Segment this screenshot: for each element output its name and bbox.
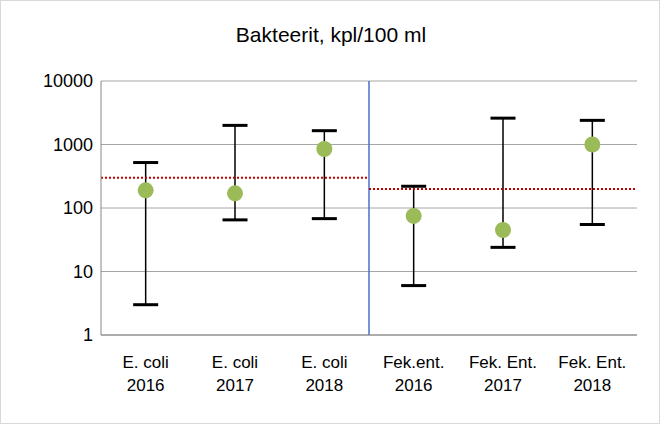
svg-text:100: 100 <box>63 198 93 218</box>
svg-text:Fek. Ent.2017: Fek. Ent.2017 <box>469 353 537 395</box>
svg-text:10: 10 <box>73 262 93 282</box>
svg-text:E. coli2017: E. coli2017 <box>212 353 258 395</box>
svg-text:Fek. Ent.2018: Fek. Ent.2018 <box>558 353 626 395</box>
svg-text:1: 1 <box>83 325 93 345</box>
html-text:Bakteerit, kpl/100 ml: Bakteerit, kpl/100 ml <box>235 23 427 46</box>
svg-text:E. coli2018: E. coli2018 <box>301 353 347 395</box>
svg-text:Fek.ent.2016: Fek.ent.2016 <box>383 353 444 395</box>
svg-text:1000: 1000 <box>53 135 93 155</box>
svg-text:E. coli2016: E. coli2016 <box>123 353 169 395</box>
svg-text:10000: 10000 <box>43 71 93 91</box>
